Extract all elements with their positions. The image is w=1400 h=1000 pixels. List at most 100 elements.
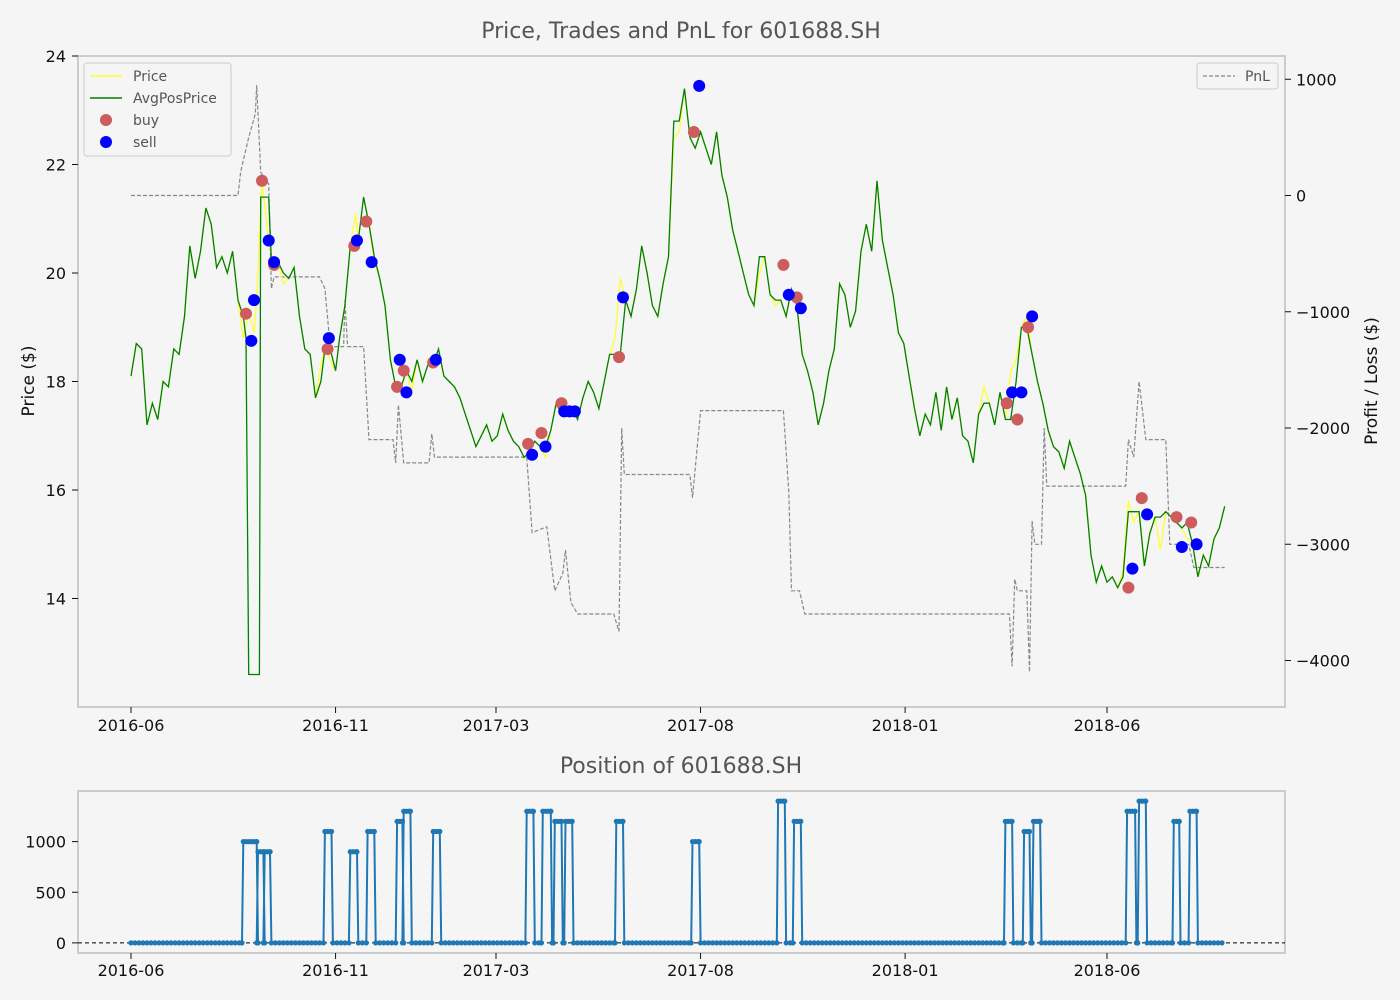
legend-buy-label: buy (133, 113, 159, 129)
legend-right-box (1196, 62, 1279, 90)
position-point (1066, 940, 1073, 946)
position-point (450, 940, 456, 946)
position-point (482, 940, 488, 946)
position-point (783, 940, 789, 946)
legend-price-label: Price (133, 69, 167, 85)
position-point (1156, 940, 1162, 946)
position-point (437, 828, 443, 835)
position-point (200, 940, 206, 946)
position-point (1058, 940, 1065, 946)
position-point (951, 940, 958, 946)
left-ytick-label: 14 (46, 590, 66, 609)
position-point (393, 940, 399, 946)
position-point (338, 940, 344, 946)
position-point (132, 940, 138, 946)
position-point (399, 818, 406, 824)
position-point (903, 940, 910, 946)
position-point (713, 940, 720, 946)
legend-buy-swatch (100, 114, 112, 126)
sell-marker (429, 353, 442, 366)
position-point (208, 940, 214, 946)
position-point (661, 940, 668, 946)
position-point (696, 839, 702, 845)
position-point (164, 940, 170, 946)
position-point (522, 940, 529, 946)
position-point (510, 940, 516, 946)
position-point (586, 940, 593, 946)
position-point (578, 940, 585, 946)
legend-sell-swatch (100, 136, 112, 148)
position-point (774, 940, 780, 946)
position-point (851, 940, 857, 946)
position-point (863, 940, 869, 946)
position-point (782, 798, 788, 804)
position-point (1135, 940, 1141, 946)
position-point (494, 940, 500, 946)
position-point (582, 940, 589, 946)
position-point (1169, 940, 1176, 946)
buy-marker (1170, 511, 1183, 524)
position-point (292, 940, 299, 946)
position-point (1195, 940, 1201, 946)
sell-marker (1006, 386, 1019, 399)
position-point (939, 940, 946, 946)
position-point (750, 940, 756, 946)
legend-avgpos-label: AvgPosPrice (133, 91, 217, 107)
position-point (1083, 940, 1089, 946)
position-point (843, 940, 849, 946)
bottom-ytick-label: 1000 (25, 833, 66, 852)
position-point (968, 940, 974, 946)
position-point (1010, 940, 1017, 946)
bottom-xtick-label: 2016-11 (302, 961, 369, 980)
position-point (688, 940, 694, 946)
position-point (320, 940, 327, 946)
position-point (454, 940, 460, 946)
position-point (766, 940, 772, 946)
position-point (1001, 940, 1007, 946)
position-point (859, 940, 865, 946)
position-point (722, 940, 728, 946)
position-point (232, 940, 238, 946)
position-point (960, 940, 966, 946)
position-point (972, 940, 978, 946)
position-point (300, 940, 307, 946)
position-point (530, 808, 537, 814)
position-point (770, 940, 776, 946)
position-point (239, 940, 245, 946)
position-point (947, 940, 954, 946)
left-ytick-label: 20 (46, 264, 66, 283)
position-point (570, 940, 577, 946)
top-xtick-label: 2018-06 (1074, 716, 1141, 735)
buy-marker (1000, 397, 1013, 410)
position-point (621, 940, 627, 946)
position-point (823, 940, 829, 946)
position-point (738, 940, 744, 946)
position-point (871, 940, 877, 946)
position-point (204, 940, 210, 946)
position-point (1009, 818, 1015, 824)
position-point (168, 940, 174, 946)
trade-markers (239, 79, 1203, 594)
position-point (1176, 818, 1182, 824)
position-point (355, 940, 361, 946)
price-trades-pnl-chart: Price, Trades and PnL for 601688.SH Pric… (19, 19, 1382, 735)
buy-marker (777, 258, 790, 271)
position-point (677, 940, 684, 946)
position-series (78, 798, 1285, 946)
sell-marker (1141, 508, 1154, 521)
position-point (466, 940, 472, 946)
bottom-xtick-label: 2018-06 (1074, 961, 1141, 980)
position-point (268, 940, 274, 946)
buy-marker (1011, 413, 1024, 426)
position-point (649, 940, 656, 946)
position-point (1103, 940, 1109, 946)
position-point (790, 940, 796, 946)
position-point (976, 940, 982, 946)
position-point (373, 940, 379, 946)
position-point (603, 940, 609, 946)
position-point (620, 818, 626, 824)
position-point (442, 940, 448, 946)
top-axis-ticks: 14 16 18 20 22 24 −4000 −3000 −2000 −1000 0 1000 201… (46, 47, 1350, 735)
position-point (136, 940, 142, 946)
position-point (417, 940, 423, 946)
